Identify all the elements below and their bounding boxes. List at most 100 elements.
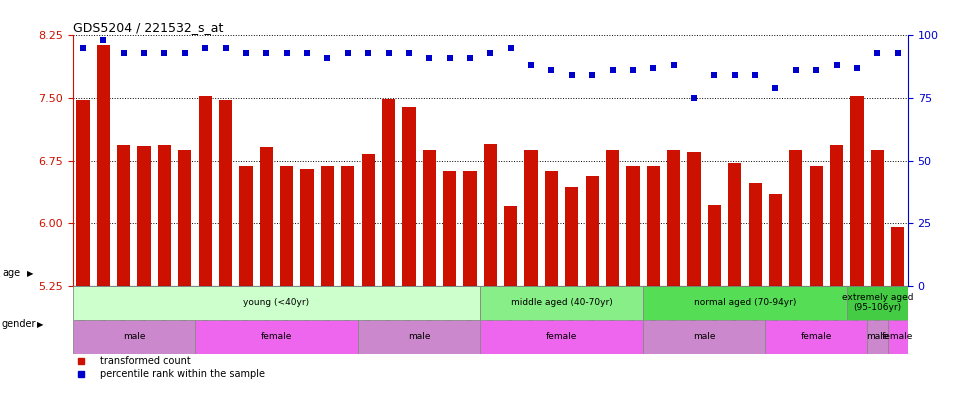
Point bbox=[585, 72, 600, 79]
Bar bbox=[667, 151, 681, 393]
Point bbox=[279, 50, 294, 56]
Bar bbox=[97, 45, 110, 393]
Bar bbox=[195, 320, 358, 354]
Bar bbox=[867, 320, 887, 354]
Bar bbox=[341, 166, 354, 393]
Point bbox=[116, 50, 131, 56]
Bar bbox=[199, 96, 212, 393]
Text: GDS5204 / 221532_s_at: GDS5204 / 221532_s_at bbox=[73, 21, 223, 34]
Text: male: male bbox=[122, 332, 146, 342]
Point bbox=[299, 50, 315, 56]
Text: female: female bbox=[261, 332, 292, 342]
Bar bbox=[524, 150, 538, 393]
Point bbox=[401, 50, 417, 56]
Text: male: male bbox=[408, 332, 430, 342]
Point bbox=[829, 62, 845, 68]
Bar bbox=[481, 286, 643, 320]
Bar bbox=[219, 101, 232, 393]
Bar bbox=[887, 320, 908, 354]
Point bbox=[666, 62, 682, 68]
Point bbox=[340, 50, 355, 56]
Point bbox=[197, 45, 213, 51]
Point bbox=[177, 50, 192, 56]
Point bbox=[381, 50, 396, 56]
Bar bbox=[626, 166, 640, 393]
Bar bbox=[545, 171, 558, 393]
Bar bbox=[422, 150, 436, 393]
Bar bbox=[320, 166, 334, 393]
Bar bbox=[643, 320, 765, 354]
Bar bbox=[481, 320, 643, 354]
Point bbox=[646, 65, 661, 71]
Bar bbox=[77, 101, 89, 393]
Point bbox=[218, 45, 233, 51]
Bar bbox=[565, 187, 579, 393]
Bar bbox=[687, 152, 701, 393]
Text: female: female bbox=[882, 332, 914, 342]
Bar bbox=[138, 146, 151, 393]
Point bbox=[238, 50, 253, 56]
Point bbox=[442, 55, 457, 61]
Bar bbox=[851, 96, 863, 393]
Point bbox=[258, 50, 274, 56]
Bar bbox=[586, 176, 599, 393]
Point bbox=[809, 67, 824, 73]
Text: age: age bbox=[2, 268, 20, 278]
Text: normal aged (70-94yr): normal aged (70-94yr) bbox=[693, 298, 796, 307]
Point bbox=[95, 37, 111, 44]
Bar bbox=[504, 206, 518, 393]
Bar bbox=[647, 166, 660, 393]
Bar bbox=[789, 150, 802, 393]
Point bbox=[503, 45, 519, 51]
Point bbox=[870, 50, 886, 56]
Point bbox=[156, 50, 172, 56]
Point bbox=[523, 62, 539, 68]
Bar bbox=[443, 171, 456, 393]
Point bbox=[421, 55, 437, 61]
Point bbox=[605, 67, 620, 73]
Bar bbox=[765, 320, 867, 354]
Point bbox=[727, 72, 743, 79]
Text: middle aged (40-70yr): middle aged (40-70yr) bbox=[511, 298, 613, 307]
Bar bbox=[259, 147, 273, 393]
Bar bbox=[179, 151, 191, 393]
Bar bbox=[239, 166, 252, 393]
Text: male: male bbox=[693, 332, 716, 342]
Text: young (<40yr): young (<40yr) bbox=[244, 298, 310, 307]
Text: transformed count: transformed count bbox=[100, 356, 190, 366]
Text: male: male bbox=[866, 332, 888, 342]
Bar bbox=[606, 150, 619, 393]
Point bbox=[850, 65, 865, 71]
Text: ▶: ▶ bbox=[27, 269, 34, 277]
Point bbox=[360, 50, 376, 56]
Point bbox=[544, 67, 559, 73]
Point bbox=[75, 45, 90, 51]
Bar bbox=[382, 99, 395, 393]
Bar bbox=[73, 320, 195, 354]
Bar bbox=[361, 154, 375, 393]
Bar bbox=[158, 145, 171, 393]
Point bbox=[890, 50, 906, 56]
Bar bbox=[810, 166, 822, 393]
Bar bbox=[280, 166, 293, 393]
Point bbox=[686, 95, 702, 101]
Text: female: female bbox=[546, 332, 578, 342]
Bar bbox=[300, 169, 314, 393]
Bar bbox=[463, 171, 477, 393]
Text: extremely aged
(95-106yr): extremely aged (95-106yr) bbox=[842, 293, 913, 312]
Point bbox=[748, 72, 763, 79]
Point bbox=[788, 67, 804, 73]
Point bbox=[136, 50, 151, 56]
Point bbox=[564, 72, 580, 79]
Bar bbox=[749, 183, 761, 393]
Bar bbox=[728, 163, 742, 393]
Bar bbox=[708, 205, 721, 393]
Bar bbox=[484, 144, 497, 393]
Bar bbox=[73, 286, 481, 320]
Bar bbox=[871, 151, 884, 393]
Bar bbox=[402, 107, 416, 393]
Text: female: female bbox=[800, 332, 832, 342]
Bar bbox=[643, 286, 847, 320]
Text: gender: gender bbox=[2, 319, 37, 329]
Text: ▶: ▶ bbox=[37, 320, 44, 329]
